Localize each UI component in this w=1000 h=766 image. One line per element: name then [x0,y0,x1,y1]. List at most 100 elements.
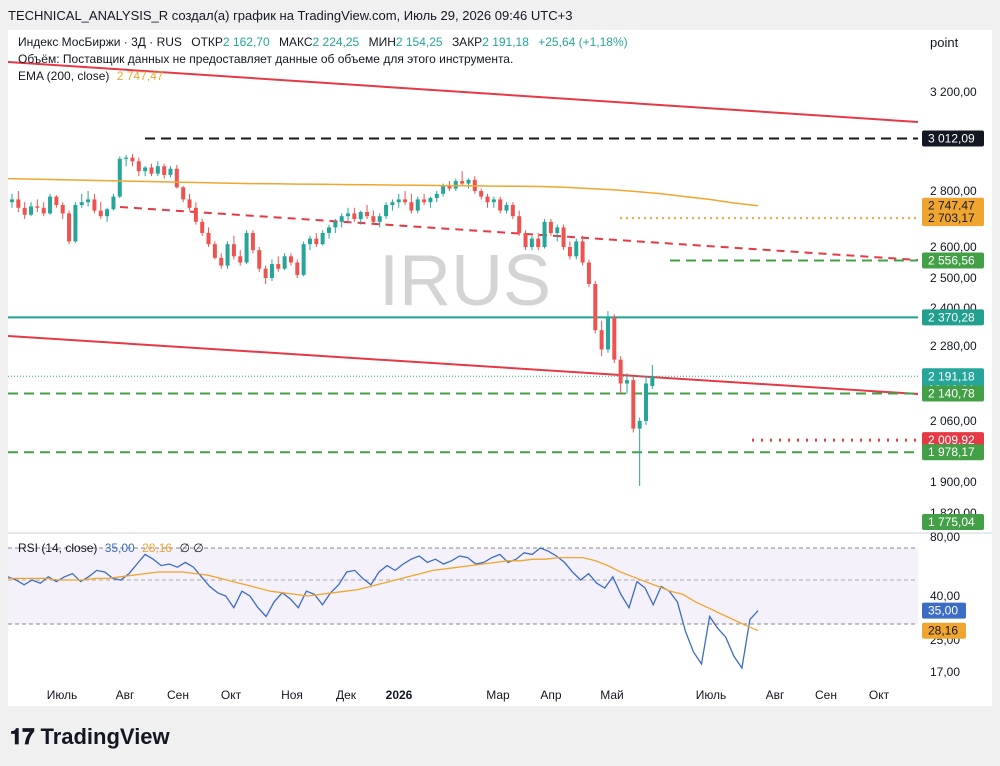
tradingview-wordmark: TradingView [40,724,170,749]
candle-body [637,421,642,429]
candle-body [79,202,84,205]
candle-body [358,212,363,219]
price-tick-label: 1 900,00 [930,475,977,489]
candle-body [244,233,249,263]
candle-body [352,213,357,219]
candle-body [314,238,319,245]
candle-body [396,199,401,203]
rsi-legend[interactable]: RSI (14, close) 35,00 28,16 ∅ ∅ [18,541,204,555]
time-tick-label: Сен [167,688,189,702]
candle-body [117,158,122,197]
candle-body [29,206,34,215]
candle-body [650,376,655,386]
candle-body [92,199,97,211]
candle-body [618,359,623,384]
candle-body [288,256,293,263]
high-value: 2 224,25 [312,35,360,49]
rsi-line [7,547,759,670]
rsi-extra: ∅ ∅ [179,541,204,555]
time-tick-label: Авг [766,688,785,702]
candle-body [346,213,351,217]
close-label: ЗАКР [451,35,483,49]
candle-body [605,317,610,350]
candle-body [453,181,458,189]
candle-body [504,205,509,211]
candle-body [282,256,287,269]
price-level-tag [922,210,984,227]
candle-body [187,199,192,208]
rsi-value-tag-label: 35,00 [928,604,958,618]
candle-body [498,199,503,211]
candle-body [105,209,110,217]
candle-body [35,206,40,208]
candle-body [612,317,617,360]
candle-body [67,213,72,242]
ema-legend[interactable]: EMA (200, close) 2 747,47 [18,69,163,83]
candle-body [536,238,541,247]
candle-body [130,157,135,162]
price-level-tag [922,514,984,530]
upper-trend-line [7,61,919,123]
candle-body [307,238,312,245]
price-level-tag-label: 2 009,92 [928,433,975,447]
candle-body [371,216,376,222]
price-level-tag [922,385,984,402]
candle-body [377,216,382,222]
price-level-tag-label: 1 978,17 [928,445,975,459]
bottom-bar [0,706,1000,766]
rsi-tick-label: 80,00 [930,530,960,544]
symbol-name[interactable]: Индекс МосБиржи · 3Д · RUS [18,35,182,49]
price-level-tag-label: 1 775,04 [928,515,975,529]
candle-body [586,262,591,284]
candle-body [41,207,46,214]
candle-body [168,168,173,175]
candle-body [73,205,78,242]
change-value: +25,64 (+1,18%) [538,35,628,49]
candle-body [466,179,471,184]
price-level-tag [922,444,984,461]
price-level-tag [922,252,984,269]
price-level-tag-label: 2 140,78 [928,386,975,400]
time-tick-label: Дек [336,688,357,702]
candle-body [238,256,243,263]
price-level-tag-label: 3 012,09 [928,132,975,146]
candle-body [624,380,629,384]
rsi-value-tag [922,622,966,639]
price-level-tag-label: 2 703,17 [928,211,975,225]
price-level-tag [922,130,984,147]
rsi-ma-line [8,556,759,632]
low-value: 2 154,25 [395,35,443,49]
candle-body [517,216,522,233]
tradingview-logo[interactable]: 𝟏𝟕 TradingView [10,724,170,750]
time-tick-label: Окт [869,688,890,702]
candle-body [250,233,255,251]
price-level-tag [922,309,984,326]
low-label: МИН [368,35,396,49]
lower-trend-line [7,335,919,395]
candle-body [599,330,604,350]
candle-body [86,199,91,203]
candle-body [333,221,338,228]
candle-body [548,221,553,233]
candle-body [143,167,148,172]
candle-body [200,221,205,233]
time-tick-label: Июль [47,688,78,702]
candle-body [295,262,300,275]
rsi-tick-label: 40,00 [930,589,960,603]
price-tick-label: 2 280,00 [930,339,977,353]
ema-200-line [7,177,759,207]
candle-body [555,227,560,233]
candle-body [219,257,224,266]
open-label: ОТКР [191,35,223,49]
candle-body [10,199,14,203]
candle-body [529,238,534,247]
candle-body [542,221,547,247]
candle-body [54,196,59,205]
candle-body [263,268,268,278]
candle-body [491,199,496,203]
candle-body [409,202,414,211]
candle-body [580,241,585,263]
price-unit-label[interactable]: point [930,35,959,50]
candle-body [510,205,515,217]
